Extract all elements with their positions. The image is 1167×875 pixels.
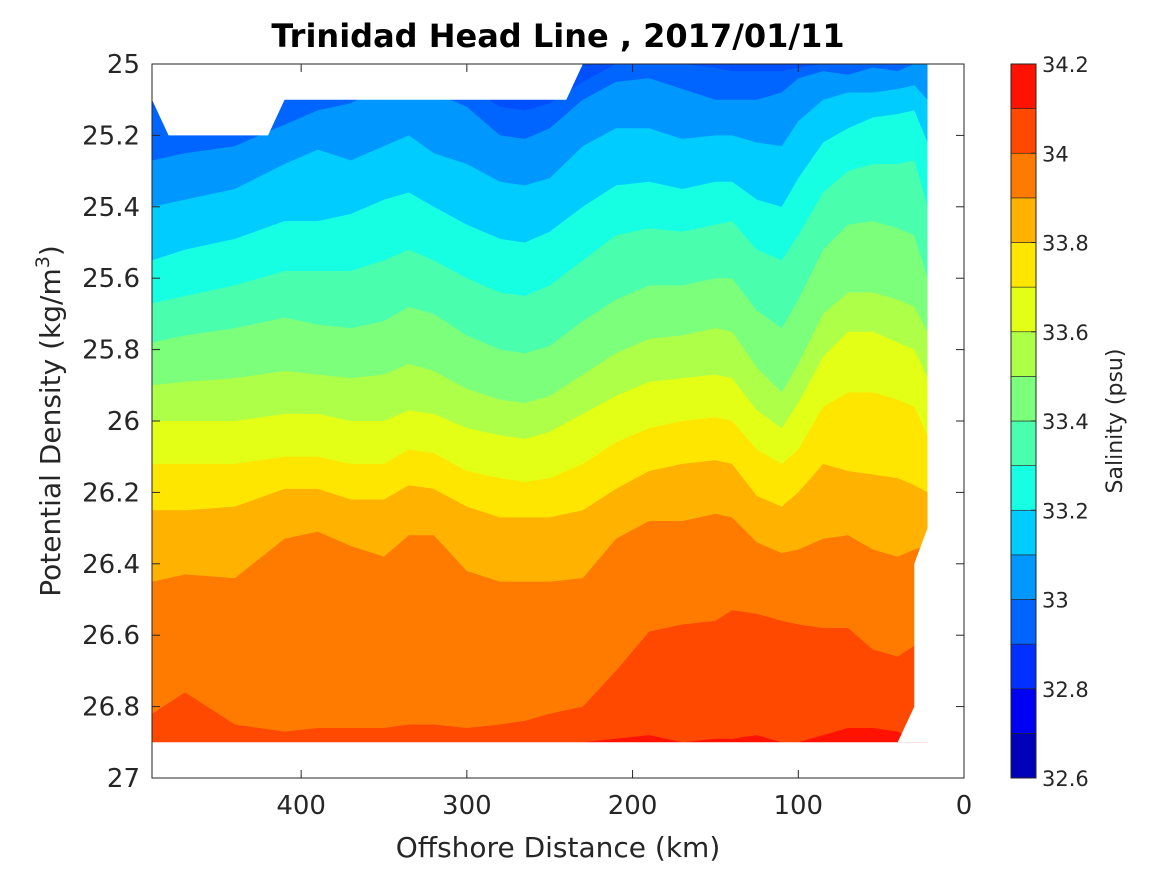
x-tick-label-100: 100 — [773, 791, 823, 821]
y-axis-ticks: 25 25.2 25.4 25.6 25.8 26 26.2 26.4 26.6 26.8 27 — [82, 50, 964, 794]
x-tick-label-0: 0 — [956, 791, 973, 821]
chart-title: Trinidad Head Line , 2017/01/11 — [271, 17, 844, 55]
colorbar-swatch-15 — [1010, 63, 1037, 109]
y-tick-label-6: 26.2 — [82, 478, 140, 508]
colorbar-ticks: 32.6 32.8 33 33.2 33.4 33.6 33.8 34 34.2 — [1031, 53, 1089, 791]
y-tick-label-1: 25.2 — [82, 121, 140, 151]
y-tick-label-0: 25 — [107, 50, 140, 80]
colorbar-swatch-4 — [1010, 554, 1037, 600]
colorbar-swatch-5 — [1010, 509, 1037, 556]
colorbar-tick-label-5: 33.6 — [1042, 321, 1089, 345]
colorbar-swatch-1 — [1010, 688, 1037, 734]
contour-bands — [152, 64, 928, 778]
colorbar-tick-label-2: 33 — [1042, 589, 1069, 613]
colorbar-swatches — [1010, 63, 1037, 779]
x-axis-label: Offshore Distance (km) — [396, 831, 721, 864]
colorbar-swatch-14 — [1010, 108, 1037, 154]
colorbar-swatch-2 — [1010, 643, 1037, 690]
colorbar-tick-label-3: 33.2 — [1042, 499, 1089, 523]
colorbar: 32.6 32.8 33 33.2 33.4 33.6 33.8 34 34.2 Salinit… — [1010, 53, 1128, 791]
colorbar-tick-label-7: 34 — [1042, 142, 1069, 166]
colorbar-swatch-8 — [1010, 376, 1037, 422]
y-tick-label-3: 25.6 — [82, 264, 140, 294]
x-axis-ticks: 400 300 200 100 0 — [276, 64, 972, 821]
y-tick-label-8: 26.6 — [82, 621, 140, 651]
y-tick-label-4: 25.8 — [82, 336, 140, 366]
y-tick-label-9: 26.8 — [82, 693, 140, 723]
contour-plot-area: 400 300 200 100 0 25 25.2 25.4 25.6 25.8 26 26.2 26… — [82, 50, 972, 821]
x-tick-label-200: 200 — [608, 791, 658, 821]
mask-upper-left-gap — [152, 64, 583, 136]
y-axis-label-main: Potential Density (kg/m — [34, 268, 67, 597]
colorbar-swatch-11 — [1010, 242, 1037, 288]
mask-bottom-gap — [152, 742, 964, 778]
y-axis-label: Potential Density (kg/m3) — [32, 245, 67, 597]
x-tick-label-400: 400 — [276, 791, 326, 821]
colorbar-swatch-10 — [1010, 286, 1037, 333]
x-tick-label-300: 300 — [442, 791, 492, 821]
contour-band-34 — [152, 610, 928, 778]
colorbar-swatch-9 — [1010, 331, 1037, 377]
y-tick-label-5: 26 — [107, 407, 140, 437]
colorbar-swatch-3 — [1010, 599, 1037, 645]
colorbar-swatch-12 — [1010, 197, 1037, 243]
colorbar-tick-label-0: 32.6 — [1042, 767, 1089, 791]
colorbar-swatch-7 — [1010, 420, 1037, 466]
colorbar-swatch-0 — [1010, 733, 1037, 779]
colorbar-tick-label-8: 34.2 — [1042, 53, 1089, 77]
y-tick-label-7: 26.4 — [82, 550, 140, 580]
y-tick-label-2: 25.4 — [82, 193, 140, 223]
colorbar-swatch-13 — [1010, 152, 1037, 199]
y-axis-label-superscript: 3 — [32, 256, 54, 268]
y-axis-label-close: ) — [34, 245, 67, 256]
colorbar-swatch-6 — [1010, 465, 1037, 511]
colorbar-tick-label-1: 32.8 — [1042, 678, 1089, 702]
colorbar-label: Salinity (psu) — [1103, 349, 1128, 494]
y-tick-label-10: 27 — [107, 764, 140, 794]
no-data-mask — [152, 64, 964, 778]
mask-right-edge-gap — [897, 64, 964, 743]
colorbar-tick-label-6: 33.8 — [1042, 232, 1089, 256]
colorbar-tick-label-4: 33.4 — [1042, 410, 1089, 434]
